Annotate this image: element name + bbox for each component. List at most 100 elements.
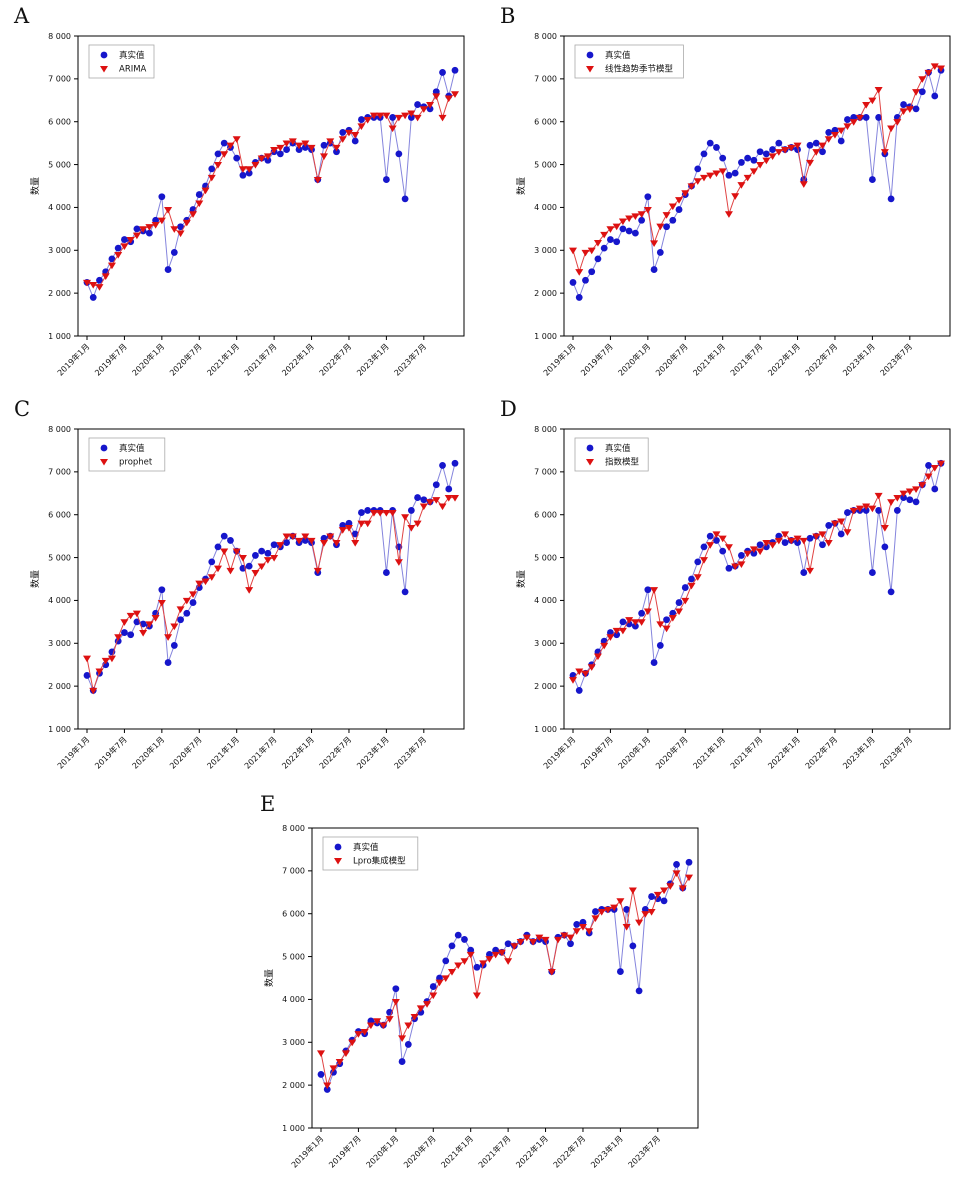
- actual-point: [96, 276, 103, 284]
- x-tick-label: 2020年1月: [616, 734, 652, 770]
- model-point: [650, 587, 659, 594]
- y-tick-label: 4 000: [282, 995, 305, 1004]
- model-point: [301, 533, 310, 541]
- actual-point: [619, 618, 627, 626]
- model-point: [625, 617, 634, 624]
- model-point: [126, 612, 135, 620]
- model-point: [83, 279, 91, 287]
- model-point: [351, 131, 360, 139]
- actual-point: [906, 496, 914, 504]
- model-point: [912, 486, 921, 493]
- model-point: [438, 503, 447, 511]
- model-point: [369, 509, 378, 517]
- actual-point: [177, 223, 184, 231]
- model-point: [587, 247, 596, 255]
- y-tick-label: 4 000: [48, 203, 71, 212]
- x-tick-label: 2019年7月: [326, 1133, 362, 1169]
- actual-point: [439, 462, 446, 469]
- actual-point: [276, 150, 284, 158]
- actual-point: [414, 101, 421, 108]
- model-point: [893, 119, 902, 126]
- model-point: [712, 170, 721, 178]
- model-point: [924, 69, 933, 77]
- actual-point: [195, 191, 203, 198]
- y-tick-label: 1 000: [534, 332, 557, 341]
- model-point: [435, 979, 444, 987]
- actual-point: [862, 114, 870, 121]
- x-axis: 2019年1月 2019年7月 2020年1月 2020年7月 2021年1月 2021年…: [55, 336, 428, 378]
- y-tick-label: 1 000: [282, 1124, 305, 1133]
- plot-frame: [77, 35, 465, 337]
- y-tick-label: 2 000: [48, 289, 71, 298]
- actual-point: [607, 236, 614, 243]
- x-tick-label: 2019年1月: [289, 1133, 325, 1169]
- model-point: [799, 181, 808, 188]
- actual-point: [582, 276, 589, 284]
- model-point: [529, 938, 538, 946]
- actual-point: [170, 249, 178, 256]
- model-point: [768, 153, 777, 160]
- model-point: [426, 499, 435, 506]
- model-point: [251, 569, 260, 577]
- actual-point: [900, 101, 907, 108]
- actual-point: [358, 509, 365, 516]
- y-tick-label: 6 000: [282, 910, 305, 919]
- actual-point: [170, 642, 178, 649]
- y-axis: 1 000 2 000 3 000 4 000 5 000 6 000 7 000 8 000: [534, 425, 564, 734]
- model-point: [868, 505, 877, 513]
- model-point: [238, 166, 247, 173]
- actual-point: [769, 146, 776, 153]
- actual-point: [594, 255, 602, 263]
- actual-point: [706, 532, 714, 540]
- actual-point: [389, 114, 397, 121]
- plot-frame: [563, 35, 951, 337]
- x-tick-label: 2023年1月: [354, 341, 390, 377]
- actual-point: [744, 154, 752, 162]
- legend-model-marker: [586, 66, 594, 73]
- model-point: [251, 161, 260, 169]
- panel-d: D 1 000 2 000 3 000 4 000 5 000 6 000 7 000 8 0…: [498, 399, 972, 779]
- model-point: [460, 958, 469, 965]
- actual-point: [706, 139, 714, 147]
- actual-point: [439, 69, 446, 76]
- x-tick-label: 2021年1月: [205, 734, 241, 770]
- model-point: [394, 559, 403, 566]
- model-point: [591, 915, 600, 922]
- actual-point: [588, 268, 596, 276]
- model-point: [164, 634, 173, 641]
- model-point: [170, 623, 179, 631]
- y-tick-label: 3 000: [48, 246, 71, 255]
- model-point: [647, 908, 656, 916]
- y-tick-label: 1 000: [534, 725, 557, 734]
- x-tick-label: 2020年7月: [167, 734, 203, 770]
- model-point: [89, 687, 98, 695]
- y-tick-label: 6 000: [48, 511, 71, 520]
- x-tick-label: 2020年7月: [653, 734, 689, 770]
- x-tick-label: 2019年1月: [541, 734, 577, 770]
- model-point: [295, 142, 304, 150]
- model-point: [317, 1050, 325, 1057]
- legend-actual-marker: [586, 444, 594, 452]
- model-point: [541, 936, 550, 944]
- model-point: [687, 582, 696, 590]
- model-point: [145, 224, 154, 231]
- model-point: [313, 176, 322, 184]
- actual-point: [451, 459, 459, 467]
- x-tick-label: 2022年1月: [766, 341, 802, 377]
- model-point: [419, 106, 428, 113]
- actual-point: [158, 193, 166, 201]
- model-point: [320, 153, 329, 160]
- model-point: [226, 142, 235, 150]
- model-point: [357, 123, 366, 130]
- actual-point: [629, 942, 637, 950]
- actual-point: [208, 165, 216, 173]
- x-tick-label: 2020年7月: [167, 341, 203, 377]
- model-point: [806, 159, 815, 167]
- y-axis-label: 数量: [29, 570, 41, 588]
- model-point: [288, 533, 297, 541]
- model-point: [329, 1065, 338, 1072]
- x-tick-label: 2020年1月: [364, 1133, 400, 1169]
- actual-point: [426, 105, 434, 113]
- panel-e: E 1 000 2 000 3 000 4 000 5 000 6 000 7 000 8 0…: [246, 794, 724, 1178]
- x-tick-label: 2019年1月: [541, 341, 577, 377]
